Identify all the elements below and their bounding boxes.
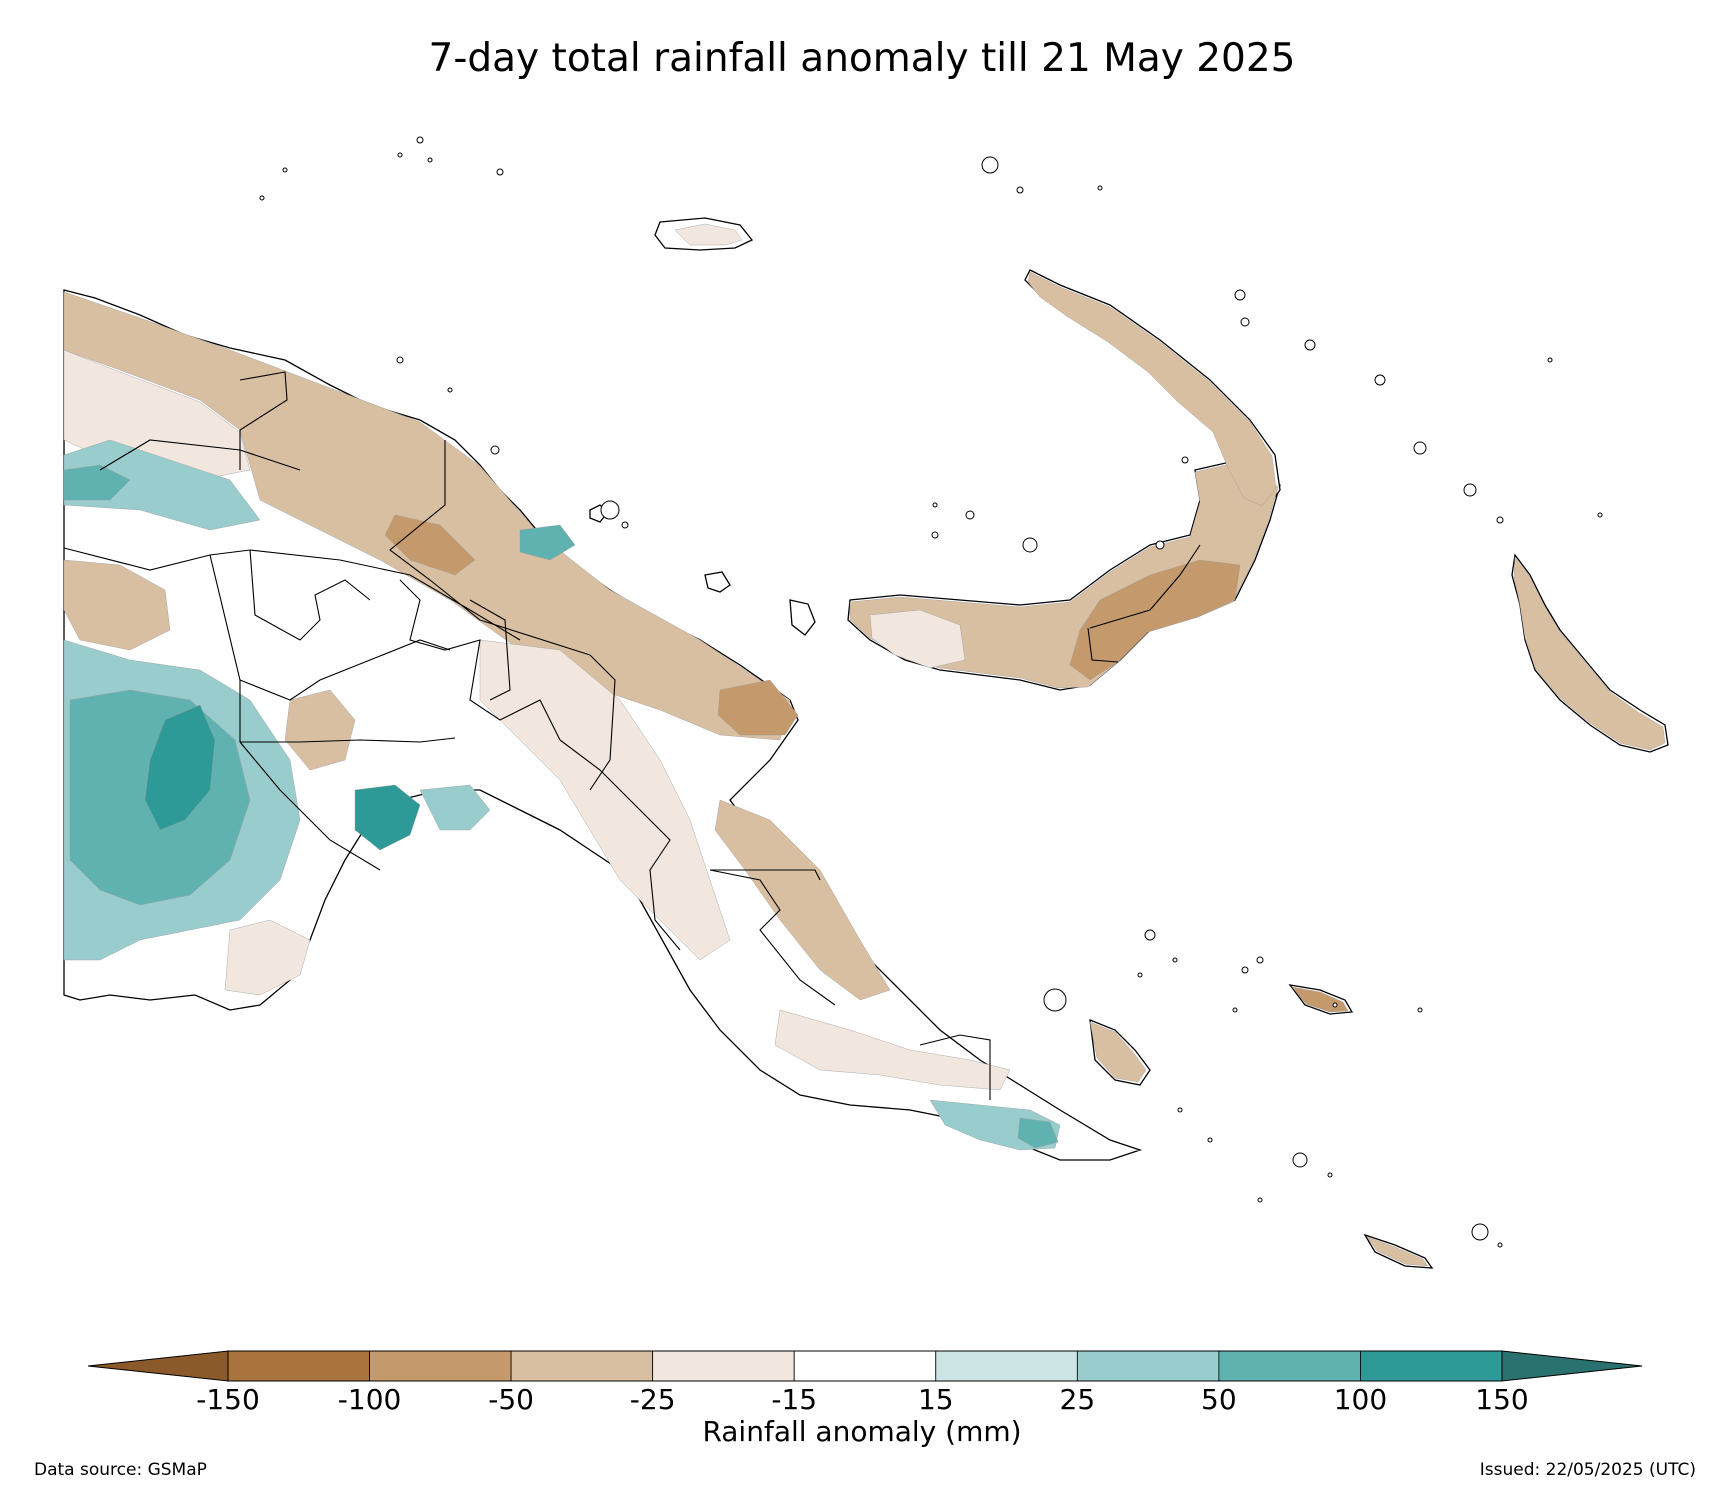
anomaly-milne-bay-wet-core	[1017, 1117, 1059, 1149]
colorbar-tick-label: 15	[917, 1383, 954, 1416]
boundary-west-sepik-south	[99, 439, 301, 471]
boundary-oro-central	[919, 1034, 991, 1100]
colorbar-extend-high	[1501, 1350, 1643, 1382]
colorbar-bin	[1360, 1350, 1503, 1382]
anomaly-new-britain-dry-strong	[1069, 559, 1241, 681]
anomaly-central-light	[479, 639, 731, 961]
boundary-new-britain	[1089, 544, 1201, 629]
colorbar-tick-label: 150	[1475, 1383, 1529, 1416]
bougainville-island	[1511, 553, 1669, 753]
issued-date-note: Issued: 22/05/2025 (UTC)	[1479, 1460, 1696, 1480]
anomaly-wewak-wet	[519, 524, 576, 561]
colorbar-bin	[227, 1350, 370, 1382]
anomaly-new-ireland-dry	[1027, 271, 1277, 507]
anomaly-northwest-wet-core	[63, 464, 131, 501]
colorbar-tick-label: -50	[488, 1383, 534, 1416]
colorbar-tick-label: 100	[1333, 1383, 1388, 1416]
colorbar-bin	[1218, 1350, 1361, 1382]
anomaly-madang-dry	[717, 679, 799, 736]
map-title: 7-day total rainfall anomaly till 21 May…	[428, 36, 1296, 81]
boundary-western-north	[239, 680, 381, 871]
colorbar-bin	[510, 1350, 654, 1382]
boundary-morobe-east	[710, 869, 821, 881]
anomaly-southeast-light	[774, 1009, 1011, 1091]
anomaly-bougainville-dry	[1513, 556, 1666, 751]
anomaly-manus-light	[674, 223, 743, 246]
boundary-east-sepik-madang	[389, 440, 591, 656]
province-boundaries	[63, 371, 1201, 1100]
anomaly-gulf-wet-core	[354, 784, 421, 851]
umboi-island	[704, 571, 731, 593]
colorbar-bin	[935, 1350, 1078, 1382]
anomaly-southwest-light	[224, 919, 311, 996]
boundary-west-new-britain	[1087, 627, 1119, 663]
colorbar-tick-label: -100	[337, 1383, 402, 1416]
colorbar-bin	[369, 1350, 512, 1382]
anomaly-rossel-dry	[1366, 1236, 1429, 1267]
boundary-morobe-central	[709, 869, 836, 1006]
boundary-madang-ehp	[589, 654, 616, 791]
colorbar-label: Rainfall anomaly (mm)	[702, 1415, 1022, 1448]
colorbar-tick-label: 25	[1059, 1383, 1096, 1416]
boundary-gulf-morobe	[559, 739, 681, 951]
colorbar-bin	[1076, 1350, 1220, 1382]
colorbar-tick-label: -25	[629, 1383, 676, 1416]
boundary-simbu-ehp	[469, 599, 511, 701]
anomaly-new-britain-west-light	[869, 609, 966, 669]
data-source-note: Data source: GSMaP	[34, 1460, 207, 1480]
colorbar-extend-low	[87, 1350, 229, 1382]
boundary-western-gulf	[240, 737, 456, 743]
anomaly-gulf-wet	[419, 784, 491, 831]
anomaly-fergusson-dry	[1089, 1021, 1147, 1083]
colorbar-tick-label: -150	[196, 1383, 260, 1416]
anomaly-sepik-dry	[384, 514, 476, 576]
colorbar-tick-label: 50	[1201, 1383, 1237, 1416]
anomaly-north-coast-dry	[63, 291, 791, 741]
boundary-sandaun-east-sepik	[239, 371, 288, 470]
colorbar-bin	[793, 1350, 937, 1382]
anomaly-west-highlands-dry	[63, 559, 171, 651]
boundary-highlands-north	[63, 547, 521, 641]
long-island	[789, 599, 816, 636]
anomaly-morobe-dry	[714, 799, 891, 1001]
anomaly-western-wet-core	[144, 704, 216, 831]
small-islands	[259, 136, 1603, 1248]
rainfall-anomaly-map	[63, 136, 1669, 1269]
boundary-enga	[249, 549, 371, 641]
anomaly-highlands-dry	[284, 689, 356, 771]
boundary-highlands-central	[399, 579, 561, 741]
colorbar-bin	[652, 1350, 795, 1382]
colorbar-tick-label: -15	[771, 1383, 818, 1416]
